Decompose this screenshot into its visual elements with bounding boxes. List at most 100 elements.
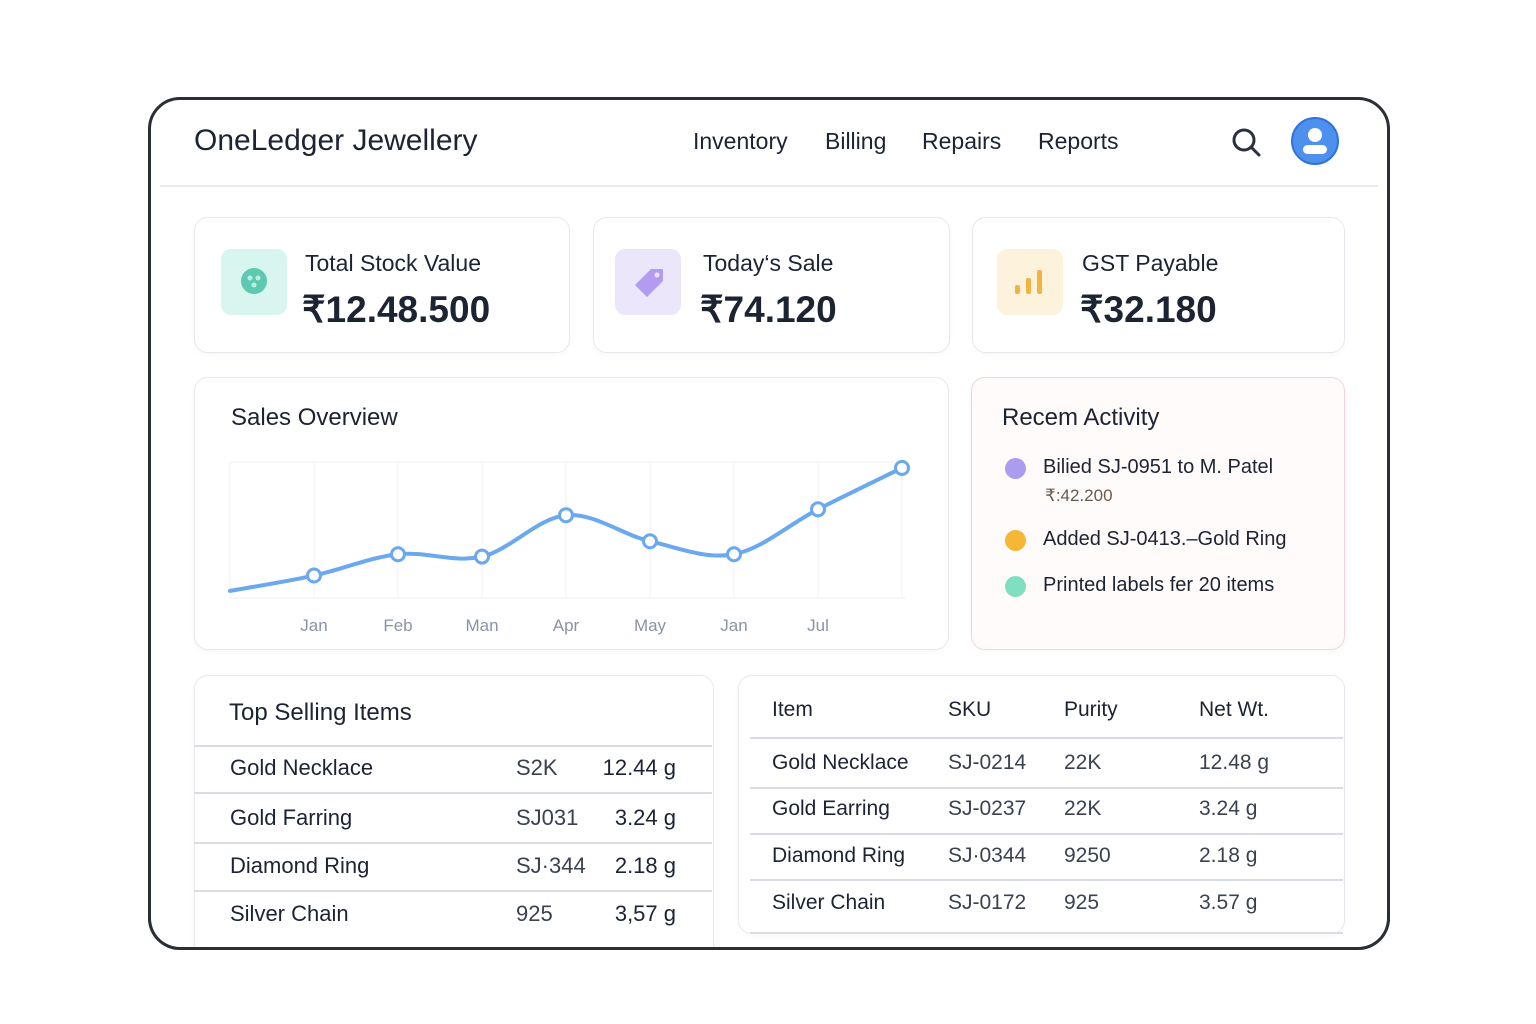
x-tick-label: Jan bbox=[720, 616, 747, 635]
nav-item[interactable]: Billing bbox=[825, 128, 887, 154]
nav-item[interactable]: Repairs bbox=[922, 128, 1002, 154]
avatar-body bbox=[1303, 145, 1327, 154]
point bbox=[390, 546, 406, 563]
table-cell: Silver Chain bbox=[772, 891, 886, 914]
point bbox=[474, 548, 490, 565]
x-tick-label: Man bbox=[465, 616, 498, 635]
table-cell: Silver Chain bbox=[230, 901, 349, 926]
row-divider bbox=[750, 787, 1343, 789]
column-header: Net Wt. bbox=[1199, 698, 1270, 721]
row-divider bbox=[194, 890, 712, 892]
x-tick-label: Feb bbox=[383, 616, 412, 635]
table-cell: Gold Earring bbox=[772, 797, 890, 820]
table-cell: 9250 bbox=[1064, 844, 1111, 867]
point bbox=[306, 567, 322, 584]
gem-icon bbox=[241, 268, 267, 294]
stat-icon bbox=[997, 249, 1063, 315]
bar-glyph bbox=[1015, 285, 1020, 294]
row-divider bbox=[750, 833, 1343, 835]
table-cell: S2K bbox=[516, 755, 558, 780]
activity-dot bbox=[1005, 458, 1026, 479]
point bbox=[642, 533, 658, 550]
activity-text: Added SJ-0413.–Gold Ring bbox=[1043, 528, 1287, 550]
table-cell: 22K bbox=[1064, 797, 1102, 820]
gem-facet bbox=[247, 275, 253, 281]
top-selling-card bbox=[194, 675, 714, 967]
nav-item[interactable]: Reports bbox=[1038, 128, 1119, 154]
nav-item[interactable]: Inventory bbox=[693, 128, 788, 154]
column-header: SKU bbox=[948, 698, 992, 721]
table-cell: 3.57 g bbox=[1199, 891, 1258, 914]
table-cell: Diamond Ring bbox=[230, 853, 370, 878]
table-cell: SJ-0172 bbox=[948, 891, 1027, 914]
page-margin bbox=[0, 950, 1536, 1024]
table-cell: 3.24 g bbox=[1199, 797, 1258, 820]
table-cell: 3,57 g bbox=[614, 901, 676, 926]
table-cell: SJ-0214 bbox=[948, 751, 1027, 774]
table-cell: 12.44 g bbox=[602, 755, 676, 780]
table-cell: SJ·0344 bbox=[948, 844, 1027, 867]
header-divider bbox=[160, 185, 1378, 187]
point bbox=[558, 507, 574, 524]
tag-icon bbox=[635, 269, 663, 297]
table-cell: Gold Farring bbox=[230, 805, 353, 830]
stat-value: ₹74.120 bbox=[700, 289, 837, 330]
bar-glyph bbox=[1026, 278, 1031, 294]
tag-hole bbox=[654, 272, 660, 278]
row-divider bbox=[750, 737, 1343, 739]
table-cell: 2.18 g bbox=[614, 853, 676, 878]
activity-dot bbox=[1005, 576, 1026, 597]
table-cell: 12.48 g bbox=[1199, 751, 1270, 774]
table-cell: 925 bbox=[1064, 891, 1100, 914]
table-cell: Gold Necklace bbox=[230, 755, 374, 780]
x-tick-label: Jul bbox=[807, 616, 829, 635]
activity-dot bbox=[1005, 530, 1026, 551]
activity-title: Recem Activity bbox=[1002, 404, 1160, 431]
stat-label: GST Payable bbox=[1082, 250, 1219, 276]
item-table-card bbox=[738, 675, 1345, 934]
table-cell: Gold Necklace bbox=[772, 751, 909, 774]
row-divider bbox=[750, 932, 1343, 934]
search-icon[interactable] bbox=[1230, 126, 1262, 158]
table-cell: SJ-0237 bbox=[948, 797, 1027, 820]
activity-text: Printed labels fer 20 items bbox=[1043, 574, 1275, 596]
x-tick-label: Apr bbox=[553, 616, 580, 635]
gem-facet bbox=[255, 275, 261, 281]
table-cell: SJ·344 bbox=[516, 853, 586, 878]
avatar[interactable] bbox=[1290, 116, 1340, 166]
gem bbox=[241, 268, 267, 294]
search-glyph bbox=[1232, 128, 1256, 152]
x-tick-label: Jan bbox=[300, 616, 327, 635]
x-tick-label: May bbox=[634, 616, 667, 635]
row-divider bbox=[194, 792, 712, 794]
top-selling-title: Top Selling Items bbox=[229, 699, 412, 726]
table-cell: 3.24 g bbox=[614, 805, 676, 830]
activity-sub: ₹:42.200 bbox=[1045, 486, 1113, 505]
stat-value: ₹12.48.500 bbox=[302, 289, 491, 330]
row-divider bbox=[750, 879, 1343, 881]
point bbox=[810, 501, 826, 518]
table-cell: SJ031 bbox=[516, 805, 579, 830]
bar-glyph bbox=[1037, 270, 1042, 294]
stat-label: Today‘s Sale bbox=[703, 250, 834, 276]
stat-label: Total Stock Value bbox=[305, 250, 482, 276]
activity-card bbox=[971, 377, 1345, 650]
column-header: Purity bbox=[1064, 698, 1118, 721]
table-cell: 2.18 g bbox=[1199, 844, 1258, 867]
point bbox=[894, 459, 910, 476]
activity-text: Bilied SJ-0951 to M. Patel bbox=[1043, 456, 1274, 478]
gem-facet bbox=[251, 282, 257, 288]
line-chart: Jan Feb Man Apr May Jan Jul bbox=[228, 459, 910, 635]
point bbox=[726, 546, 742, 563]
table-cell: 22K bbox=[1064, 751, 1102, 774]
stat-value: ₹32.180 bbox=[1080, 289, 1217, 330]
app-title: OneLedger Jewellery bbox=[194, 124, 478, 157]
stat-icon bbox=[615, 249, 681, 315]
tag bbox=[635, 269, 663, 297]
avatar-head bbox=[1308, 128, 1322, 142]
chart-title: Sales Overview bbox=[231, 404, 398, 431]
table-cell: Diamond Ring bbox=[772, 844, 906, 867]
row-divider bbox=[194, 745, 712, 747]
